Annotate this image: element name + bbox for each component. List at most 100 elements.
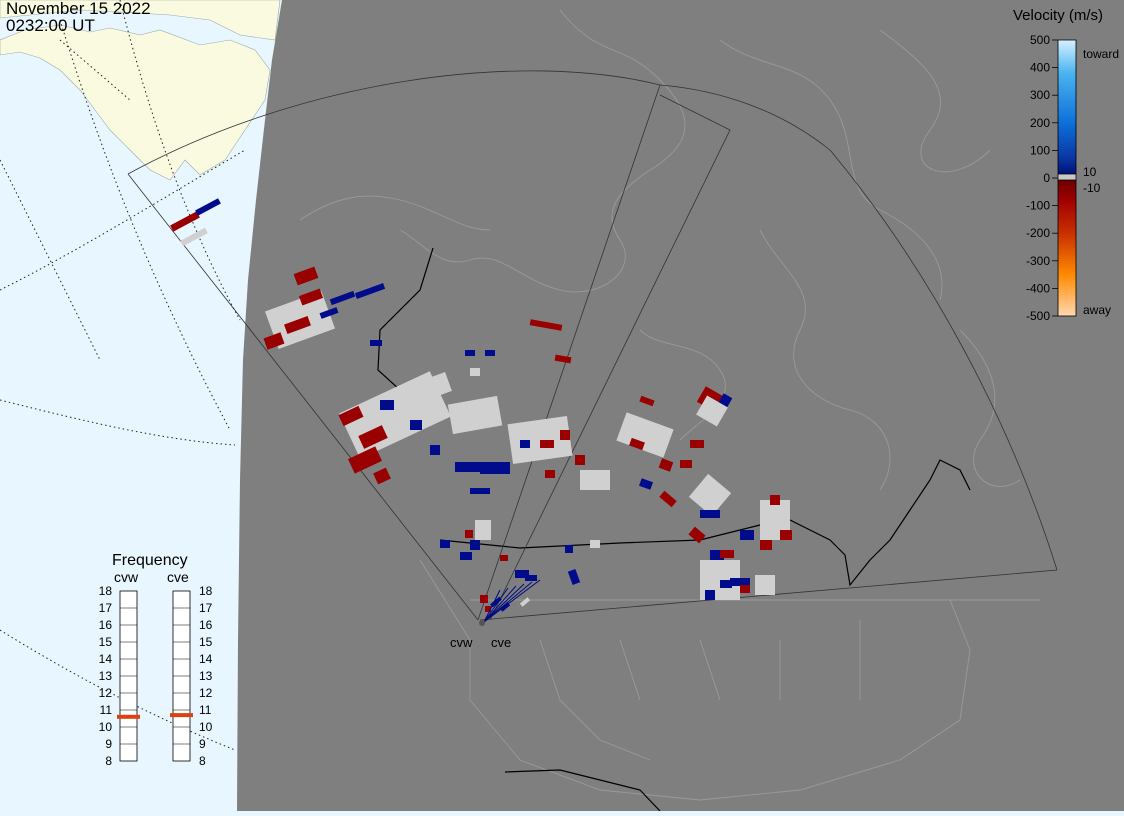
frequency-tick-label: 8 <box>199 754 206 768</box>
radar-beam <box>483 589 501 623</box>
radar-cell <box>470 368 480 376</box>
radar-cell <box>465 350 475 356</box>
radar-cell <box>560 430 570 440</box>
velocity-tick-plus10: 10 <box>1083 165 1097 179</box>
velocity-tick-minus10: -10 <box>1083 181 1101 195</box>
radar-cell <box>540 440 554 448</box>
frequency-tick-label: 17 <box>199 601 213 615</box>
night-region <box>237 0 1124 811</box>
radar-cell <box>720 580 732 588</box>
radar-cell <box>485 606 491 612</box>
radar-cell <box>705 590 715 600</box>
radar-cell <box>629 437 645 451</box>
radar-cell <box>659 490 677 508</box>
radar-cell <box>354 283 386 299</box>
radar-cell <box>263 332 285 350</box>
radar-beam <box>483 587 509 623</box>
radar-cell <box>370 340 382 346</box>
velocity-label-away: away <box>1083 303 1111 317</box>
frequency-tick-label: 11 <box>199 703 212 717</box>
radar-cell <box>690 440 704 448</box>
velocity-tick-label: 300 <box>1030 88 1050 102</box>
radar-cell <box>455 462 495 472</box>
frequency-tick-label: 9 <box>105 737 112 751</box>
radar-cell <box>616 412 674 458</box>
velocity-tick-label: 0 <box>1043 171 1050 185</box>
radar-cell <box>329 290 356 306</box>
radar-cell <box>465 530 473 538</box>
radar-cell <box>688 473 732 517</box>
radar-cell <box>398 372 452 408</box>
frequency-tick-label: 8 <box>105 754 112 768</box>
graticule <box>0 0 246 751</box>
radar-cell <box>520 440 530 448</box>
frequency-tick-label: 14 <box>199 652 213 666</box>
frequency-tick-label: 10 <box>99 720 113 734</box>
radar-cell <box>575 455 585 465</box>
radar-cell <box>480 595 488 603</box>
radar-cell <box>770 495 780 505</box>
radar-cell <box>638 478 654 490</box>
radar-beam <box>483 583 525 623</box>
radar-cell <box>380 400 394 410</box>
radar-cell <box>480 462 510 474</box>
frequency-tick-label: 14 <box>99 652 113 666</box>
radar-cell <box>338 405 364 427</box>
radar-cell <box>567 569 581 585</box>
radar-cell <box>740 530 754 540</box>
radar-cell <box>485 350 495 356</box>
velocity-tick-label: 400 <box>1030 61 1050 75</box>
radar-cell <box>525 575 537 581</box>
velocity-tick-label: -500 <box>1026 309 1050 323</box>
radar-cell <box>760 540 772 550</box>
radar-cell <box>720 550 734 558</box>
radar-cell <box>440 540 450 548</box>
frequency-tick-label: 16 <box>199 618 213 632</box>
frequency-tick-label: 10 <box>199 720 213 734</box>
radar-cell <box>515 570 529 578</box>
frequency-tick-label: 9 <box>199 737 206 751</box>
radar-cell <box>348 446 382 474</box>
radar-cell <box>696 395 728 427</box>
velocity-tick-label: -400 <box>1026 281 1050 295</box>
radar-cell <box>590 540 600 548</box>
radar-cell <box>447 395 503 435</box>
coastlines <box>299 9 1040 801</box>
radar-cell <box>298 288 324 306</box>
velocity-label-toward: toward <box>1083 47 1119 61</box>
radar-cell <box>730 578 750 586</box>
radar-cell <box>319 307 339 319</box>
radar-cell <box>358 425 388 449</box>
radar-data-cells <box>170 198 792 623</box>
radar-site-marker <box>479 620 485 626</box>
frequency-tick-label: 12 <box>99 686 113 700</box>
radar-cell <box>680 460 692 468</box>
frequency-marker-cvw <box>117 714 140 719</box>
frequency-tick-label: 15 <box>99 635 113 649</box>
radar-site-label-cvw: cvw <box>450 635 473 650</box>
radar-cell <box>755 575 775 595</box>
radar-cell <box>545 470 555 478</box>
frequency-marker-cve <box>170 713 193 718</box>
radar-cell <box>284 316 311 334</box>
radar-beam <box>483 585 517 623</box>
radar-cell <box>430 445 440 455</box>
radar-cell <box>710 550 724 560</box>
frequency-tick-label: 12 <box>199 686 213 700</box>
frequency-tick-label: 11 <box>100 703 113 717</box>
radar-cell <box>470 488 490 494</box>
radar-cell <box>470 540 480 550</box>
radar-cell <box>740 585 750 593</box>
radar-cell <box>639 395 655 407</box>
radar-cell <box>658 458 674 472</box>
radar-cell <box>180 227 208 247</box>
radar-cell <box>554 354 572 364</box>
velocity-tick-label: -300 <box>1026 254 1050 268</box>
frequency-radar-cvw: cvw <box>114 569 139 585</box>
velocity-colorbar: Velocity (m/s) 500 400 300 200 100 0 -100 -200 -… <box>1013 7 1119 323</box>
timestamp-date: November 15 2022 <box>6 0 151 18</box>
frequency-tick-label: 17 <box>99 601 113 615</box>
frequency-tick-label: 13 <box>199 669 213 683</box>
